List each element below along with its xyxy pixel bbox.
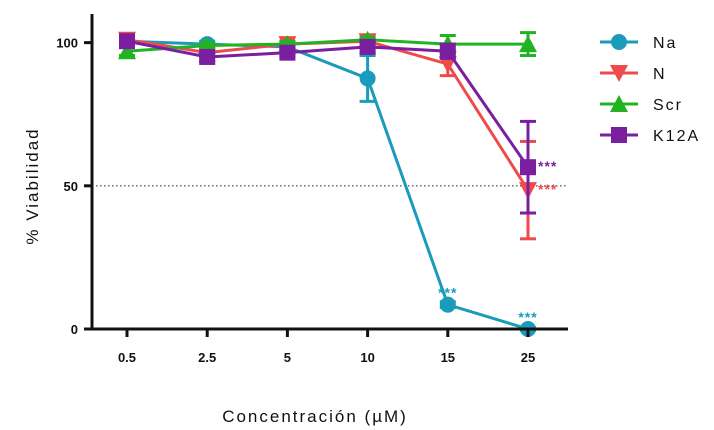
legend-marker-na: [611, 34, 627, 50]
legend-label-scr: Scr: [653, 97, 683, 114]
series-scr: [118, 30, 537, 60]
series-na: [119, 33, 536, 337]
series-k12a: [119, 33, 536, 215]
x-tick-label: 10: [360, 350, 374, 365]
y-tick-label: 100: [56, 36, 78, 51]
legend-label-n: N: [653, 66, 667, 83]
plot-area: *** *** *** ***: [92, 30, 568, 337]
data-point-scr: [519, 35, 537, 53]
legend-marker-k12a: [611, 127, 627, 143]
legend: Na N Scr K12A: [600, 34, 700, 145]
tick-labels: 0 50 100 0.5 2.5 5 10 15 25: [56, 36, 535, 365]
x-tick-label: 0.5: [118, 350, 136, 365]
significance-label-k12a: ***: [538, 158, 557, 174]
series-line-na: [126, 39, 529, 331]
legend-marker-scr: [610, 95, 628, 112]
legend-label-na: Na: [653, 35, 677, 52]
y-tick-label: 50: [64, 179, 78, 194]
x-tick-label: 5: [284, 350, 291, 365]
data-point-scr: [118, 42, 136, 60]
y-tick-label: 0: [71, 322, 78, 337]
significance-label-na: ***: [518, 309, 537, 325]
data-point-na: [439, 296, 456, 313]
data-point-k12a: [279, 44, 296, 61]
x-axis-title: Concentración (µM): [222, 407, 408, 426]
x-tick-label: 25: [521, 350, 535, 365]
axes: [90, 14, 568, 331]
legend-marker-n: [610, 65, 628, 82]
y-axis-title: % Viabilidad: [23, 127, 42, 244]
series-line-k12a: [126, 39, 530, 169]
legend-item-k12a: K12A: [600, 127, 700, 145]
significance-label-n: ***: [538, 181, 557, 197]
data-point-k12a: [439, 43, 456, 60]
data-point-na: [359, 70, 376, 87]
legend-item-n: N: [600, 65, 667, 83]
series-line-scr: [126, 38, 528, 53]
legend-item-na: Na: [600, 34, 677, 52]
significance-label-na: ***: [438, 285, 457, 301]
x-tick-label: 15: [441, 350, 455, 365]
data-point-k12a: [199, 48, 216, 65]
data-point-k12a: [520, 159, 536, 176]
data-point-k12a: [119, 33, 135, 50]
x-tick-label: 2.5: [198, 350, 216, 365]
legend-label-k12a: K12A: [653, 128, 700, 145]
legend-item-scr: Scr: [600, 95, 683, 114]
data-point-k12a: [359, 38, 376, 55]
